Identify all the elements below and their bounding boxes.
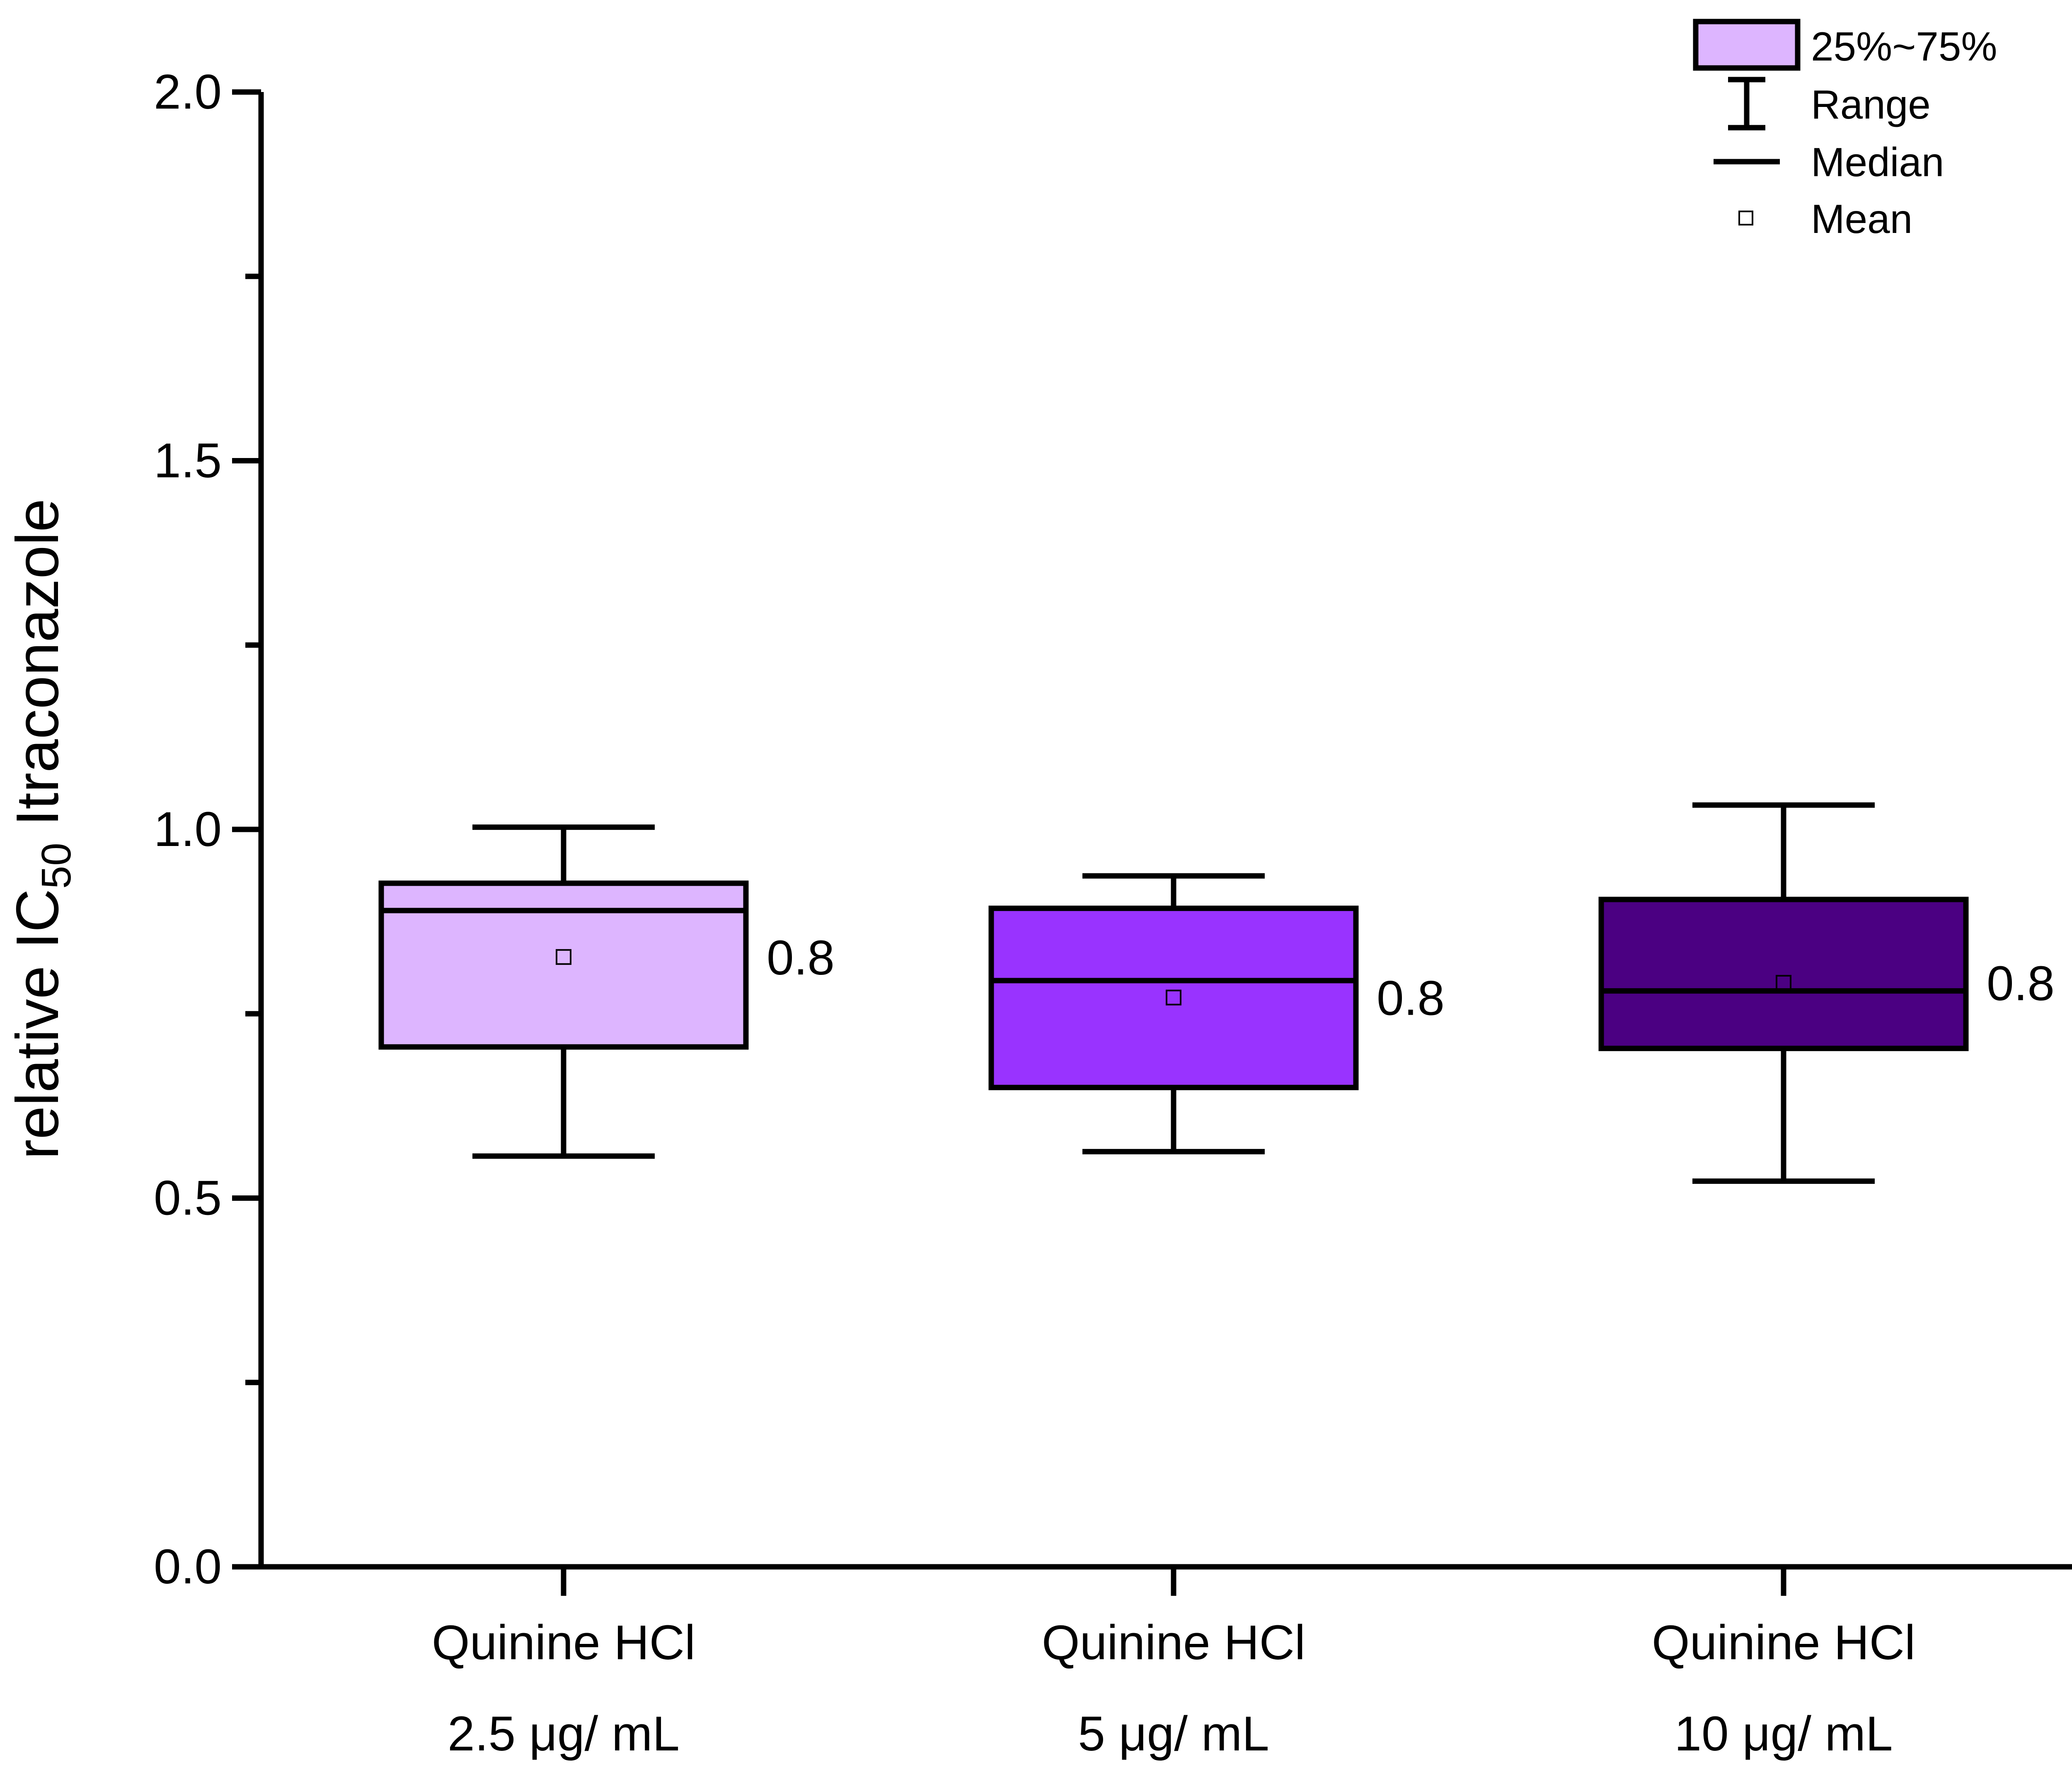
box-group: 0.8 xyxy=(988,873,1445,1154)
x-category-label-line2: 10 μg/ mL xyxy=(1674,1706,1893,1761)
x-category-label-line1: Quinine HCl xyxy=(1042,1615,1305,1670)
legend-range-symbol xyxy=(1728,77,1765,131)
y-tick-label: 2.0 xyxy=(154,65,222,119)
legend-label-median: Median xyxy=(1811,139,1944,185)
x-category-label-line2: 5 μg/ mL xyxy=(1078,1706,1269,1761)
iqr-box xyxy=(378,880,749,1050)
y-tick-label: 0.0 xyxy=(154,1539,222,1594)
legend-label-range: Range xyxy=(1811,82,1931,127)
y-tick-label: 1.0 xyxy=(154,802,222,857)
legend: 25%~75% Range Median Mean xyxy=(1693,19,1997,242)
x-category-label-line1: Quinine HCl xyxy=(1652,1615,1915,1670)
box-value-label: 0.8 xyxy=(1987,956,2055,1011)
box-group: 0.8 xyxy=(378,824,835,1159)
x-category-label-line1: Quinine HCl xyxy=(432,1615,695,1670)
x-category-label-line2: 2.5 μg/ mL xyxy=(448,1706,680,1761)
mean-marker xyxy=(556,949,571,965)
y-axis-title-main: relative IC xyxy=(4,889,71,1159)
boxes-group: 0.8 0.8 0.8 xyxy=(378,802,2055,1184)
x-ticks-group: Quinine HCl 2.5 μg/ mL Quinine HCl 5 μg/ mL… xyxy=(432,1567,1915,1761)
y-tick-label: 1.5 xyxy=(154,434,222,488)
box-group: 0.8 xyxy=(1598,802,2055,1184)
mean-marker xyxy=(1776,975,1791,991)
y-tick-label: 0.5 xyxy=(154,1171,222,1226)
y-axis-title-subscript: 50 xyxy=(33,843,80,889)
legend-mean-symbol xyxy=(1738,211,1753,225)
y-axis-title: relative IC50 Itraconazole xyxy=(4,499,80,1159)
legend-label-quartiles: 25%~75% xyxy=(1811,24,1997,69)
box-value-label: 0.8 xyxy=(767,931,835,985)
y-axis-title-rest: Itraconazole xyxy=(4,499,71,843)
iqr-box xyxy=(988,905,1359,1091)
box-value-label: 0.8 xyxy=(1377,971,1445,1026)
legend-box-swatch xyxy=(1693,19,1801,71)
legend-label-mean: Mean xyxy=(1811,196,1912,242)
mean-marker xyxy=(1166,989,1181,1006)
y-ticks-group: 0.0 0.5 1.0 1.5 2.0 xyxy=(154,65,261,1594)
iqr-box xyxy=(1598,897,1969,1051)
